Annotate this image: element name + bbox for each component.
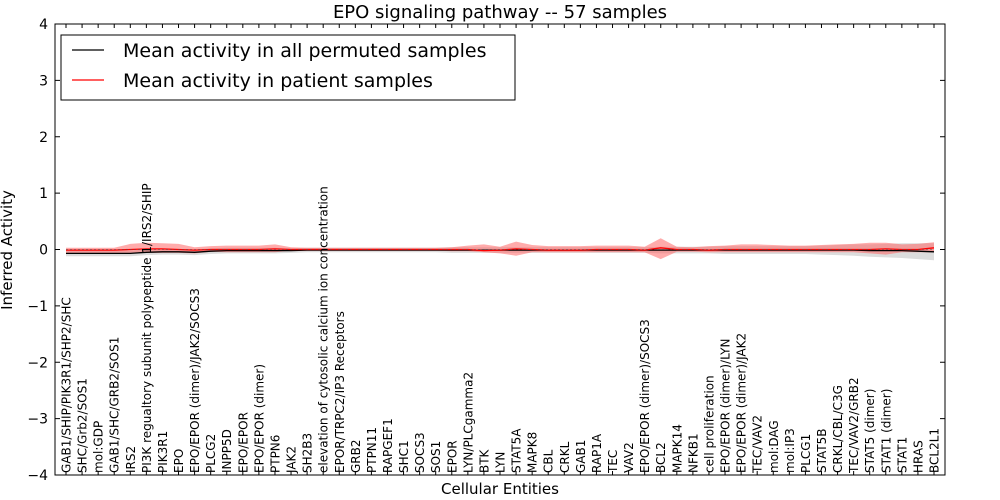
x-category-label: PLCG2 — [204, 434, 218, 473]
x-category-label: GAB1/SHIP/PIK3R1/SHP2/SHC — [60, 297, 74, 473]
x-category-label: STAT5B — [815, 429, 829, 474]
x-category-label: STAT5A — [510, 428, 524, 473]
y-tick-label: −1 — [27, 299, 48, 315]
x-category-label: IRS2 — [124, 446, 138, 473]
x-category-label: EPOR — [445, 440, 459, 473]
y-axis-label: Inferred Activity — [0, 190, 16, 310]
x-category-label: PLCG1 — [799, 434, 813, 473]
x-category-label: SOCS3 — [413, 432, 427, 473]
x-axis-label: Cellular Entities — [441, 480, 559, 498]
x-category-label: elevation of cytosolic calcium ion conce… — [317, 186, 331, 473]
legend-label-patient: Mean activity in patient samples — [123, 70, 433, 92]
x-category-label: INPP5D — [220, 429, 234, 473]
x-category-label: TEC/VAV2/GRB2 — [847, 377, 861, 474]
x-category-label: PTPN11 — [365, 427, 379, 473]
x-category-label: TEC — [606, 450, 620, 474]
x-category-label: EPO/EPOR (dimer)/LYN — [719, 339, 733, 473]
x-category-label: GAB1 — [574, 440, 588, 473]
x-category-label: STAT1 (dimer) — [879, 389, 893, 473]
x-category-label: cell proliferation — [703, 375, 717, 473]
x-category-label: RAP1A — [590, 433, 604, 473]
x-category-label: EPOR/TRPC2/IP3 Receptors — [333, 311, 347, 473]
y-tick-label: 3 — [39, 73, 48, 89]
x-category-label: EPO/EPOR (dimer)/JAK2 — [735, 333, 749, 473]
x-category-label: PTPN6 — [269, 435, 283, 473]
x-category-label: STAT1 — [895, 437, 909, 473]
x-category-label: LYN — [494, 452, 508, 473]
x-category-label: EPO/EPOR (dimer)/JAK2/SOCS3 — [188, 288, 202, 473]
legend-label-permuted: Mean activity in all permuted samples — [123, 40, 486, 62]
y-tick-label: 1 — [39, 186, 48, 202]
x-category-label: GRB2 — [349, 439, 363, 473]
x-category-label: HRAS — [911, 440, 925, 473]
x-category-label: TEC/VAV2 — [751, 415, 765, 474]
x-category-label: EPO/EPOR (dimer)/SOCS3 — [638, 319, 652, 473]
legend: Mean activity in all permuted samples Me… — [60, 34, 516, 101]
y-tick-label: −3 — [27, 412, 48, 428]
y-tick-label: −2 — [27, 355, 48, 371]
x-category-label: GAB1/SHC/GRB2/SOS1 — [108, 337, 122, 473]
legend-box — [60, 34, 516, 101]
x-category-label: CRKL/CBL/C3G — [831, 385, 845, 473]
chart-title: EPO signaling pathway -- 57 samples — [333, 2, 667, 23]
x-category-label: EPO — [172, 449, 186, 473]
x-category-label: NFKB1 — [686, 433, 700, 473]
x-category-label: SH2B3 — [301, 433, 315, 473]
x-category-label: SOS1 — [429, 441, 443, 473]
y-tick-label: 2 — [39, 130, 48, 146]
x-category-label: CRKL — [558, 441, 572, 473]
x-category-label: SHC/Grb2/SOS1 — [76, 378, 90, 473]
x-category-label: PIK3R1 — [156, 431, 170, 473]
x-category-label: CBL — [542, 449, 556, 473]
plot-frame — [54, 23, 946, 476]
x-category-label: SHC1 — [397, 440, 411, 473]
x-category-label: VAV2 — [622, 442, 636, 473]
y-tick-label: 4 — [39, 17, 48, 33]
x-category-label: JAK2 — [285, 446, 299, 474]
x-category-label: LYN/PLCgamma2 — [461, 372, 475, 473]
x-category-label: STAT5 (dimer) — [863, 389, 877, 473]
x-category-label: MAPK14 — [670, 424, 684, 473]
x-category-label: BTK — [477, 448, 491, 473]
x-category-label: mol:DAG — [767, 420, 781, 473]
x-category-label: MAPK8 — [526, 432, 540, 473]
x-category-label: EPO/EPOR — [236, 412, 250, 473]
x-category-label: RAPGEF1 — [381, 418, 395, 473]
patient-band — [66, 238, 934, 260]
x-category-label: EPO/EPOR (dimer) — [252, 364, 266, 473]
x-category-label: mol:IP3 — [783, 428, 797, 473]
x-category-label: mol:GDP — [92, 421, 106, 473]
y-tick-label: −4 — [27, 468, 48, 484]
x-category-label: BCL2 — [654, 442, 668, 473]
x-category-label: BCL2L1 — [928, 428, 942, 473]
y-tick-label: 0 — [39, 243, 48, 259]
x-category-label: PI3K regualtory subunit polypeptide 1/IR… — [140, 183, 154, 473]
